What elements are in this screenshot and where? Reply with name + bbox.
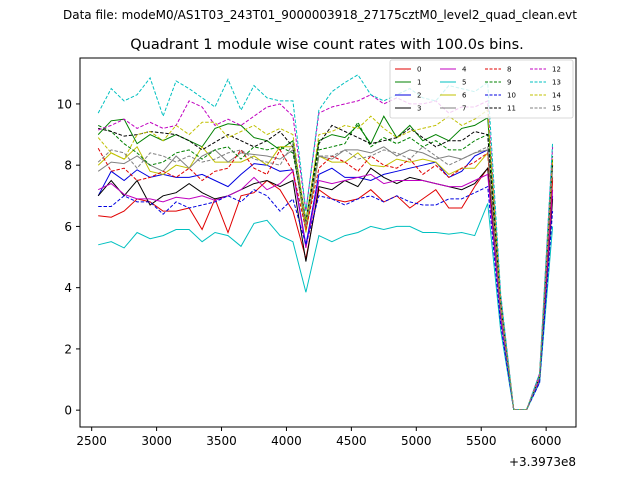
series-line-10 — [98, 185, 554, 410]
x-tick-label: 4500 — [336, 434, 367, 448]
legend-label-12: 12 — [552, 66, 561, 74]
legend-label-15: 15 — [552, 105, 561, 113]
series-line-11 — [98, 124, 554, 410]
legend-label-11: 11 — [507, 105, 516, 113]
y-tick-label: 8 — [64, 159, 72, 173]
x-axis-ticks: 2500 3000 3500 4000 4500 5000 5500 6000 — [76, 427, 561, 448]
chart-title: Quadrant 1 module wise count rates with … — [130, 37, 524, 53]
legend-label-9: 9 — [507, 79, 511, 87]
x-tick-label: 5000 — [401, 434, 432, 448]
legend-label-2: 2 — [417, 92, 421, 100]
y-tick-label: 4 — [64, 281, 72, 295]
y-tick-label: 0 — [64, 404, 72, 418]
x-tick-label: 3000 — [141, 434, 172, 448]
x-tick-label: 2500 — [76, 434, 107, 448]
series-layer — [97, 74, 554, 410]
series-line-13 — [97, 74, 554, 410]
series-line-7 — [97, 146, 554, 410]
x-tick-label: 5500 — [466, 434, 497, 448]
series-line-9 — [97, 121, 554, 410]
series-line-12 — [98, 94, 554, 410]
series-line-2 — [97, 149, 554, 410]
series-line-3 — [97, 166, 554, 410]
x-tick-label: 3500 — [206, 434, 237, 448]
series-line-8 — [97, 148, 554, 410]
y-axis-ticks: 0 2 4 6 8 10 — [57, 97, 80, 418]
series-line-14 — [97, 109, 554, 410]
legend-label-1: 1 — [417, 79, 421, 87]
legend-box — [389, 59, 574, 119]
x-offset-label: +3.3973e8 — [509, 455, 576, 469]
x-tick-label: 4000 — [271, 434, 302, 448]
series-line-4 — [97, 170, 554, 410]
series-line-15 — [97, 142, 554, 410]
legend-label-10: 10 — [507, 92, 516, 100]
legend-label-5: 5 — [462, 79, 466, 87]
y-tick-label: 2 — [64, 342, 72, 356]
plot-frame — [79, 57, 577, 428]
legend-label-14: 14 — [552, 92, 561, 100]
y-tick-label: 10 — [57, 97, 72, 111]
legend-label-8: 8 — [507, 66, 511, 74]
legend-label-7: 7 — [462, 105, 466, 113]
legend-label-13: 13 — [552, 79, 561, 87]
x-tick-label: 6000 — [531, 434, 562, 448]
legend-label-0: 0 — [417, 66, 421, 74]
legend-label-3: 3 — [417, 105, 421, 113]
series-line-0 — [98, 166, 554, 410]
series-line-5 — [98, 203, 554, 410]
series-line-1 — [97, 115, 554, 410]
y-tick-label: 6 — [64, 220, 72, 234]
legend-label-4: 4 — [462, 66, 467, 74]
data-file-supertitle: Data file: modeM0/AS1T03_243T01_90000039… — [63, 8, 577, 22]
legend-label-6: 6 — [462, 92, 467, 100]
series-line-6 — [97, 145, 554, 410]
